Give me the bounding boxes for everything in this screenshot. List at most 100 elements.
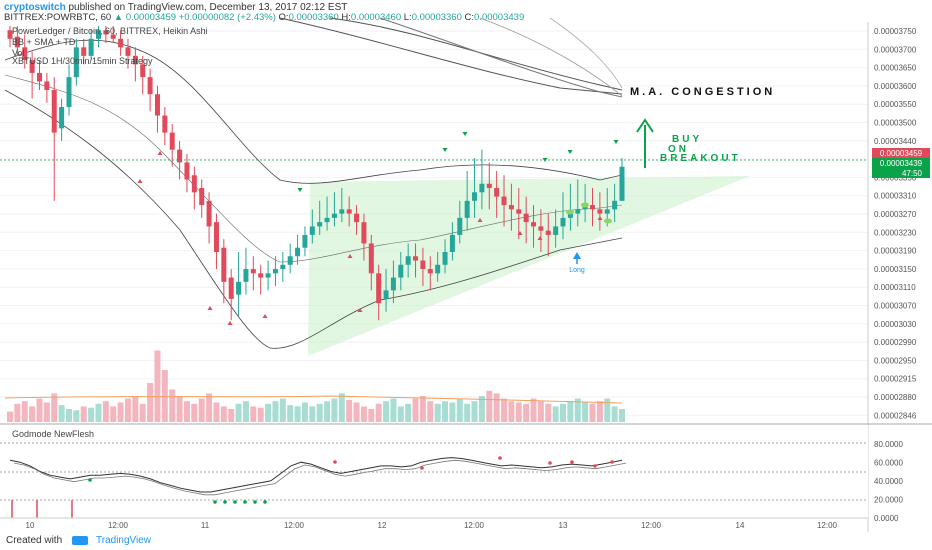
candle-body xyxy=(14,36,20,48)
candle-body xyxy=(405,256,411,265)
legend-vol[interactable]: Vol xyxy=(12,48,25,58)
oscillator-title[interactable]: Godmode NewFlesh xyxy=(12,429,95,439)
ma-congestion-label: M.A. CONGESTION xyxy=(630,86,776,98)
td-sell-marker xyxy=(347,254,353,258)
candle-body xyxy=(243,269,249,282)
osc-sell-dot xyxy=(593,464,597,468)
td-sell-marker xyxy=(537,236,543,240)
price-tick-label: 0.00003150 xyxy=(874,265,917,274)
time-tick-label: 10 xyxy=(26,521,35,530)
candle-body xyxy=(132,55,138,65)
candle-body xyxy=(22,47,28,61)
volume-bar xyxy=(294,406,301,422)
candle-body xyxy=(258,273,264,278)
price-tick-label: 0.00003600 xyxy=(874,82,917,91)
price-tick-label: 0.00003310 xyxy=(874,192,917,201)
candle-body xyxy=(221,247,227,282)
candle-body xyxy=(324,217,330,223)
volume-bar xyxy=(265,403,272,422)
volume-bar xyxy=(65,409,72,422)
price-tick-label: 0.00003500 xyxy=(874,119,917,128)
osc-buy-dot xyxy=(263,500,267,504)
candle-body xyxy=(545,230,551,235)
time-tick-label: 12 xyxy=(378,521,387,530)
osc-tick-label: 40.0000 xyxy=(874,477,903,486)
price-tick-label: 0.00003270 xyxy=(874,210,917,219)
volume-bar xyxy=(257,407,264,422)
time-tick-label: 14 xyxy=(736,521,745,530)
author-link[interactable]: cryptoswitch xyxy=(4,2,66,13)
candle-body xyxy=(228,277,234,299)
volume-bar xyxy=(530,398,537,422)
candle-body xyxy=(236,281,242,295)
volume-bar xyxy=(301,402,308,422)
volume-bar xyxy=(397,406,404,422)
candles-group xyxy=(7,26,625,321)
volume-bar xyxy=(206,393,213,422)
volume-bar xyxy=(198,398,205,422)
volume-bar xyxy=(279,398,286,422)
legend-bb[interactable]: BB + SMA + TD xyxy=(12,37,76,47)
osc-buy-dot xyxy=(243,500,247,504)
candle-body xyxy=(7,30,13,39)
candle-body xyxy=(29,60,35,73)
volume-bar xyxy=(235,403,242,422)
td-sell-marker xyxy=(137,179,143,183)
volume-bar xyxy=(228,409,235,422)
time-tick-label: 13 xyxy=(559,521,568,530)
oscillator-axis-labels: 80.0000 60.0000 40.0000 20.0000 0.0000 xyxy=(874,440,903,523)
candle-body xyxy=(553,226,559,235)
volume-bar xyxy=(183,401,190,422)
volume-bar xyxy=(611,406,618,422)
candle-body xyxy=(354,213,360,223)
candle-body xyxy=(368,243,374,274)
timer-badge xyxy=(872,168,930,178)
candle-body xyxy=(457,217,463,235)
candle-body xyxy=(604,209,610,214)
candle-body xyxy=(147,77,153,95)
tradingview-link[interactable]: TradingView xyxy=(96,535,152,546)
osc-buy-dot xyxy=(88,478,92,482)
ma-line xyxy=(329,17,623,91)
price-axis[interactable] xyxy=(868,22,932,422)
candle-body xyxy=(427,269,433,274)
legend-symbol[interactable]: PowerLedger / Bitcoin, 60, BITTREX, Heik… xyxy=(12,26,208,36)
price-tick-label: 0.00003030 xyxy=(874,320,917,329)
legend-strategy[interactable]: XBTUSD 1H/30min/15min Strategy xyxy=(12,56,153,66)
volume-bar xyxy=(338,393,345,422)
volume-bar xyxy=(154,350,161,422)
candle-body xyxy=(449,234,455,252)
candle-body xyxy=(442,251,448,265)
candle-body xyxy=(169,132,175,150)
candle-body xyxy=(295,247,301,257)
volume-bar xyxy=(132,396,139,422)
long-label: Long xyxy=(569,267,585,274)
on-label: ON xyxy=(668,144,689,155)
footer: Created with TradingView xyxy=(0,532,932,550)
ohlc-line: BITTREX:POWRBTC, 60 ▲ 0.00003459 +0.0000… xyxy=(4,12,524,23)
volume-bar xyxy=(7,411,13,422)
published-text: published on TradingView.com, December 1… xyxy=(68,2,348,13)
volume-bar xyxy=(596,401,603,422)
volume-bar xyxy=(412,398,419,422)
candle-body xyxy=(575,209,581,214)
volume-bar xyxy=(191,403,198,422)
td-sell-marker xyxy=(207,306,213,310)
oscillator-lines xyxy=(9,456,627,504)
td-sell-marker xyxy=(517,231,523,235)
buy-arrow-icon xyxy=(636,118,654,168)
volume-bar xyxy=(427,401,434,422)
td-sell-marker xyxy=(597,216,603,220)
volume-bar xyxy=(353,402,360,422)
volume-bar xyxy=(545,403,552,422)
timer-badge-text: 47:50 xyxy=(902,169,923,178)
oscillator-pane[interactable] xyxy=(0,425,868,518)
candle-body xyxy=(95,30,101,39)
low-label: L: xyxy=(403,12,412,23)
candle-body xyxy=(36,72,42,82)
volume-bar xyxy=(537,401,544,422)
osc-tick-label: 20.0000 xyxy=(874,496,903,505)
volume-bar xyxy=(405,403,412,422)
candle-body xyxy=(162,115,168,133)
